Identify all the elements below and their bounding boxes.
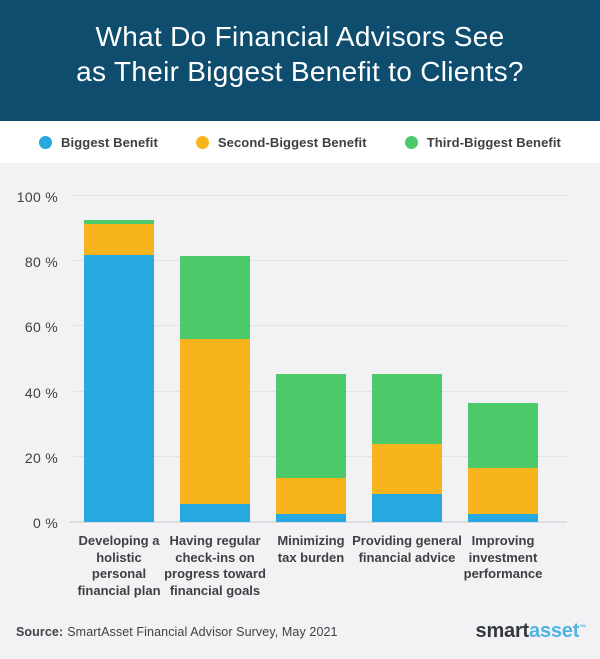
y-tick-label-40: 40 % (24, 384, 58, 401)
y-tick-label-100: 100 % (16, 189, 58, 205)
bar-3 (276, 196, 346, 522)
source-label: Source: (16, 624, 64, 639)
y-tick-label-80: 80 % (24, 254, 58, 271)
legend-dot-orange-icon (195, 135, 209, 149)
bar-2 (180, 196, 250, 522)
bar-segment-biggest-benefit (468, 513, 538, 522)
page-title: What Do Financial Advisors See as Their … (0, 19, 600, 89)
bar-segment-second-biggest-benefit (468, 468, 538, 514)
gridline-60 (70, 325, 567, 327)
y-tick-label-20: 20 % (24, 449, 58, 466)
bar-1 (84, 196, 154, 522)
y-tick-label-0: 0 % (32, 515, 58, 531)
y-tick-label-60: 60 % (24, 319, 58, 336)
bar-segment-second-biggest-benefit (84, 223, 154, 255)
plot-area: Developing a holistic personal financial pl… (70, 195, 567, 598)
legend: Biggest Benefit Second-Biggest Benefit T… (0, 121, 600, 163)
bar-segment-third-biggest-benefit (468, 403, 538, 469)
source-note: Source: SmartAsset Financial Advisor Surv… (16, 625, 338, 639)
bar-segment-biggest-benefit (276, 513, 346, 522)
legend-item-third-biggest-benefit: Third-Biggest Benefit (404, 134, 561, 150)
bar-segment-second-biggest-benefit (180, 339, 250, 505)
footer: Source: SmartAsset Financial Advisor Surv… (0, 608, 600, 659)
bar-segment-biggest-benefit (180, 504, 250, 522)
title-line-2: as Their Biggest Benefit to Clients? (76, 56, 524, 87)
legend-dot-green-icon (404, 135, 418, 149)
bar-segment-biggest-benefit (372, 494, 442, 522)
bar-segment-third-biggest-benefit (180, 256, 250, 340)
bar-segment-second-biggest-benefit (276, 478, 346, 514)
gridline-80 (70, 260, 567, 262)
bar-segment-third-biggest-benefit (276, 373, 346, 478)
x-axis-label-4: Providing general financial advice (352, 533, 462, 565)
logo-asset: asset (529, 620, 580, 642)
gridline-100 (70, 195, 567, 196)
bar-5 (468, 196, 538, 522)
bar-4 (372, 196, 442, 522)
smartasset-logo: smartasset™ (475, 620, 587, 643)
chart-area: 100 % 80 % 60 % 40 % 20 % 0 % Developing a hol… (0, 163, 600, 608)
legend-label: Biggest Benefit (61, 134, 158, 150)
title-line-1: What Do Financial Advisors See (95, 21, 505, 52)
legend-label: Third-Biggest Benefit (426, 134, 561, 150)
source-text: SmartAsset Financial Advisor Survey, May… (67, 624, 338, 639)
x-axis-label-3: Minimizing tax burden (277, 533, 345, 565)
x-axis-label-2: Having regular check-ins on progress towar… (164, 533, 266, 598)
header: What Do Financial Advisors See as Their … (0, 0, 600, 121)
bar-segment-second-biggest-benefit (372, 443, 442, 495)
x-axis-label-5: Improving investment performance (463, 533, 543, 581)
legend-item-biggest-benefit: Biggest Benefit (39, 135, 158, 150)
y-axis: 100 % 80 % 60 % 40 % 20 % 0 % (0, 189, 58, 531)
gridline-0 (70, 521, 567, 523)
legend-item-second-biggest-benefit: Second-Biggest Benefit (195, 134, 367, 150)
legend-label: Second-Biggest Benefit (217, 134, 367, 150)
bar-segment-biggest-benefit (84, 254, 154, 522)
logo-smart: smart (475, 620, 530, 642)
legend-dot-blue-icon (39, 135, 53, 149)
bar-segment-third-biggest-benefit (372, 373, 442, 444)
bar-segment-third-biggest-benefit (84, 220, 154, 224)
logo-trademark: ™ (579, 624, 586, 632)
x-axis-label-1: Developing a holistic personal financial pl… (77, 533, 161, 598)
